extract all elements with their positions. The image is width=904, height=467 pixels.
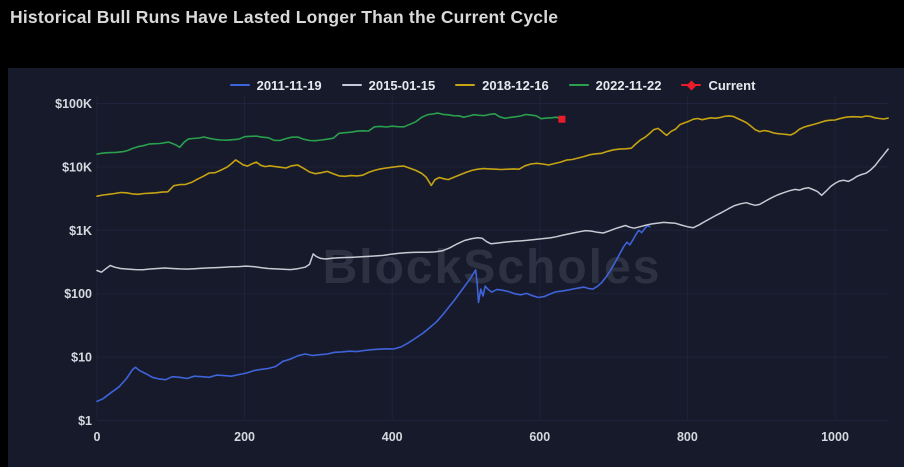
legend-label: 2022-11-22 xyxy=(595,77,662,93)
series-line-2018-12-16 xyxy=(96,115,889,197)
series-line-2022-11-22 xyxy=(96,112,561,155)
x-axis-tick-label: 800 xyxy=(677,430,698,444)
legend-swatch-icon xyxy=(229,84,250,86)
legend-label: 2011-11-19 xyxy=(256,77,322,93)
chart-legend: 2011-11-19 2015-01-15 2018-12-16 2022-11-22… xyxy=(97,76,888,94)
page-title: Historical Bull Runs Have Lasted Longer … xyxy=(10,7,559,27)
legend-label: 2015-01-15 xyxy=(368,77,436,93)
legend-item-2018-12-16[interactable]: 2018-12-16 xyxy=(455,79,549,92)
x-axis-tick-label: 400 xyxy=(382,430,403,444)
y-axis-tick-label: $10 xyxy=(71,351,92,365)
series-line-2011-11-19 xyxy=(96,224,651,403)
current-marker-icon xyxy=(558,115,566,123)
series-line-2015-01-15 xyxy=(96,148,889,273)
legend-swatch-icon xyxy=(681,80,702,90)
legend-item-2015-01-15[interactable]: 2015-01-15 xyxy=(341,77,436,93)
legend-swatch-icon xyxy=(455,84,476,86)
y-axis-tick-label: $1 xyxy=(78,414,92,428)
chart-panel xyxy=(8,68,904,467)
legend-label: 2018-12-16 xyxy=(482,77,549,93)
y-axis-tick-label: $1K xyxy=(69,224,92,238)
legend-label: Current xyxy=(708,77,756,93)
x-axis-tick-label: 0 xyxy=(94,430,101,444)
legend-diamond-icon xyxy=(687,80,697,90)
legend-item-current[interactable]: Current xyxy=(681,79,755,92)
legend-item-2011-11-19[interactable]: 2011-11-19 xyxy=(229,77,322,93)
y-axis-tick-label: $100 xyxy=(64,287,92,301)
x-axis-tick-label: 600 xyxy=(529,430,550,444)
y-axis-tick-label: $100K xyxy=(55,97,92,111)
x-axis-tick-label: 200 xyxy=(234,430,255,444)
legend-swatch-icon xyxy=(341,84,362,86)
legend-swatch-icon xyxy=(568,84,589,86)
x-axis-tick-label: 1000 xyxy=(821,430,849,444)
legend-item-2022-11-22[interactable]: 2022-11-22 xyxy=(568,77,662,93)
y-axis-tick-label: $10K xyxy=(62,160,92,174)
watermark-blockscholes: BlockScholes xyxy=(323,241,662,294)
